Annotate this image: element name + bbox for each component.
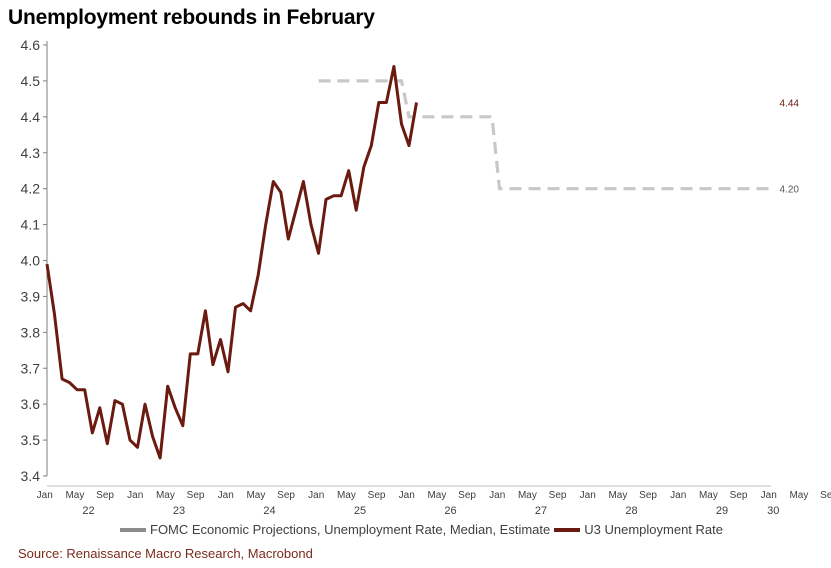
x-tick-label: Jan <box>127 490 143 501</box>
x-tick-label: Jan <box>761 490 777 501</box>
x-tick-label: May <box>608 490 627 501</box>
x-tick-label: Sep <box>458 490 476 501</box>
x-tick-label: Sep <box>639 490 657 501</box>
legend-item-u3: U3 Unemployment Rate <box>554 522 723 537</box>
x-tick-label: Sep <box>730 490 748 501</box>
legend: FOMC Economic Projections, Unemployment … <box>120 522 727 537</box>
x-tick-label: May <box>156 490 175 501</box>
source-note: Source: Renaissance Macro Research, Macr… <box>18 546 313 561</box>
legend-swatch-fomc <box>120 527 146 532</box>
x-tick-label: Jan <box>37 490 53 501</box>
y-tick-label: 3.6 <box>21 396 41 412</box>
x-tick-label: Jan <box>489 490 505 501</box>
x-tick-label: Sep <box>96 490 114 501</box>
x-tick-label: May <box>427 490 446 501</box>
y-tick-label: 4.6 <box>21 37 41 53</box>
x-tick-label: May <box>789 490 808 501</box>
x-tick-label: Sep <box>368 490 386 501</box>
x-year-label: 23 <box>173 505 185 517</box>
last-value-label-u3: 4.44 <box>780 98 800 109</box>
y-tick-label: 4.4 <box>21 109 41 125</box>
y-tick-label: 4.5 <box>21 73 41 89</box>
chart-title: Unemployment rebounds in February <box>8 6 375 29</box>
y-axis-ticks: 3.4 3.5 3.6 3.7 3.8 3.9 4.0 4.1 4.2 4.3 4.4 4.5 4.6 <box>21 37 47 484</box>
x-year-label: 27 <box>535 505 547 517</box>
y-tick-label: 4.1 <box>21 217 41 233</box>
x-tick-label: Jan <box>670 490 686 501</box>
y-tick-label: 3.9 <box>21 288 41 304</box>
x-tick-label: Sep <box>187 490 205 501</box>
x-tick-label: May <box>246 490 265 501</box>
x-tick-label: Jan <box>580 490 596 501</box>
x-year-label: 30 <box>767 505 779 517</box>
axes <box>46 41 771 487</box>
y-tick-label: 3.8 <box>21 324 41 340</box>
x-tick-label: May <box>337 490 356 501</box>
x-tick-label: Jan <box>399 490 415 501</box>
x-year-label: 24 <box>263 505 275 517</box>
value-labels: 4.20 4.44 <box>780 98 800 195</box>
series-u3-unemployment <box>45 65 418 460</box>
x-tick-label: Sep <box>820 490 831 501</box>
legend-label-fomc: FOMC Economic Projections, Unemployment … <box>150 522 551 537</box>
x-tick-label: Jan <box>218 490 234 501</box>
x-axis-ticks: Jan May Sep Jan May Sep Jan May Sep Jan May Sep Jan M… <box>37 490 831 517</box>
x-tick-label: Sep <box>549 490 567 501</box>
legend-item-fomc: FOMC Economic Projections, Unemployment … <box>120 522 550 537</box>
y-tick-label: 4.0 <box>21 253 41 269</box>
x-tick-label: Sep <box>277 490 295 501</box>
x-year-label: 22 <box>82 505 94 517</box>
x-year-label: 26 <box>444 505 456 517</box>
x-year-label: 28 <box>625 505 637 517</box>
x-tick-label: May <box>65 490 84 501</box>
x-year-label: 25 <box>354 505 366 517</box>
x-tick-label: Jan <box>308 490 324 501</box>
x-tick-label: May <box>518 490 537 501</box>
legend-swatch-u3 <box>554 527 581 532</box>
x-year-label: 29 <box>716 505 728 517</box>
last-value-label-fomc: 4.20 <box>780 185 800 196</box>
y-tick-label: 4.3 <box>21 145 41 161</box>
y-tick-label: 3.7 <box>21 360 41 376</box>
y-tick-label: 3.4 <box>21 468 41 484</box>
series-fomc-projection <box>318 79 771 191</box>
y-tick-label: 4.2 <box>21 181 41 197</box>
x-tick-label: May <box>699 490 718 501</box>
series-layer <box>45 65 771 460</box>
y-tick-label: 3.5 <box>21 432 41 448</box>
legend-label-u3: U3 Unemployment Rate <box>584 522 723 537</box>
